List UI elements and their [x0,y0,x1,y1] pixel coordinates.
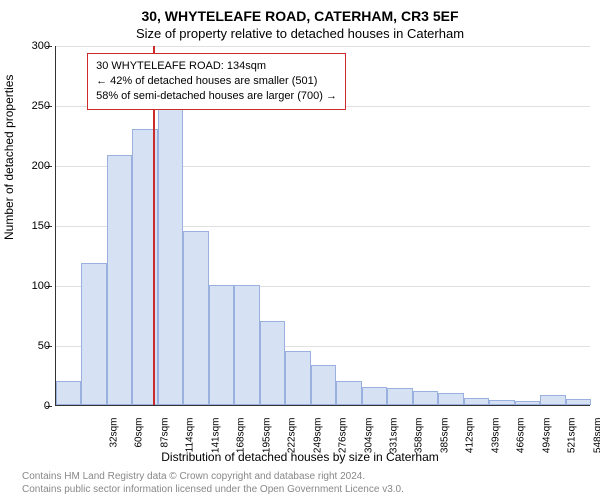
x-tick-label: 141sqm [210,418,221,466]
histogram-bar [158,107,183,405]
footnote-line2: Contains public sector information licen… [22,484,404,497]
x-tick-label: 87sqm [159,418,170,466]
histogram-bar [464,398,489,405]
histogram-bar [260,321,285,405]
footnote: Contains HM Land Registry data © Crown c… [22,471,404,496]
x-tick-label: 494sqm [541,418,552,466]
histogram-bar [311,365,336,405]
histogram-bar [362,387,387,405]
callout-line: 30 WHYTELEAFE ROAD: 134sqm [96,59,337,74]
y-tick-label: 100 [32,280,50,292]
histogram-bar [336,381,361,405]
x-tick-label: 331sqm [388,418,399,466]
x-tick-label: 60sqm [134,418,145,466]
histogram-bar [107,155,132,405]
y-tick-label: 50 [38,340,50,352]
histogram-bar [489,400,514,405]
histogram-bar [183,231,208,405]
y-tick-label: 200 [32,160,50,172]
histogram-bar [387,388,412,405]
x-tick-label: 466sqm [516,418,527,466]
histogram-bar [209,285,234,405]
y-tick-label: 300 [32,40,50,52]
histogram-bar [56,381,81,405]
x-tick-label: 358sqm [414,418,425,466]
callout-line: ← 42% of detached houses are smaller (50… [96,74,337,89]
x-tick-label: 548sqm [592,418,600,466]
footnote-line1: Contains HM Land Registry data © Crown c… [22,471,404,484]
histogram-bar [81,263,106,405]
x-axis-label: Distribution of detached houses by size … [0,450,600,464]
x-tick-label: 32sqm [108,418,119,466]
histogram-bar [234,285,259,405]
x-tick-label: 385sqm [439,418,450,466]
x-tick-label: 276sqm [338,418,349,466]
callout-box: 30 WHYTELEAFE ROAD: 134sqm← 42% of detac… [87,53,346,110]
y-tick-label: 150 [32,220,50,232]
y-axis-label: Number of detached properties [2,75,16,240]
histogram-bar [566,399,591,405]
x-tick-label: 249sqm [312,418,323,466]
histogram-bar [515,401,540,405]
x-tick-label: 412sqm [465,418,476,466]
histogram-bar [438,393,463,405]
x-tick-label: 222sqm [287,418,298,466]
x-tick-label: 304sqm [363,418,374,466]
chart-title-sub: Size of property relative to detached ho… [0,26,600,41]
x-tick-label: 439sqm [490,418,501,466]
x-tick-label: 195sqm [261,418,272,466]
histogram-bar [540,395,565,405]
gridline [56,46,590,47]
y-tick-label: 0 [44,400,50,412]
x-tick-label: 521sqm [567,418,578,466]
y-tick-label: 250 [32,100,50,112]
histogram-bar [285,351,310,405]
x-tick-label: 168sqm [236,418,247,466]
x-tick-label: 114sqm [185,418,196,466]
chart-title-main: 30, WHYTELEAFE ROAD, CATERHAM, CR3 5EF [0,8,600,24]
histogram-bar [413,391,438,405]
callout-line: 58% of semi-detached houses are larger (… [96,89,337,104]
